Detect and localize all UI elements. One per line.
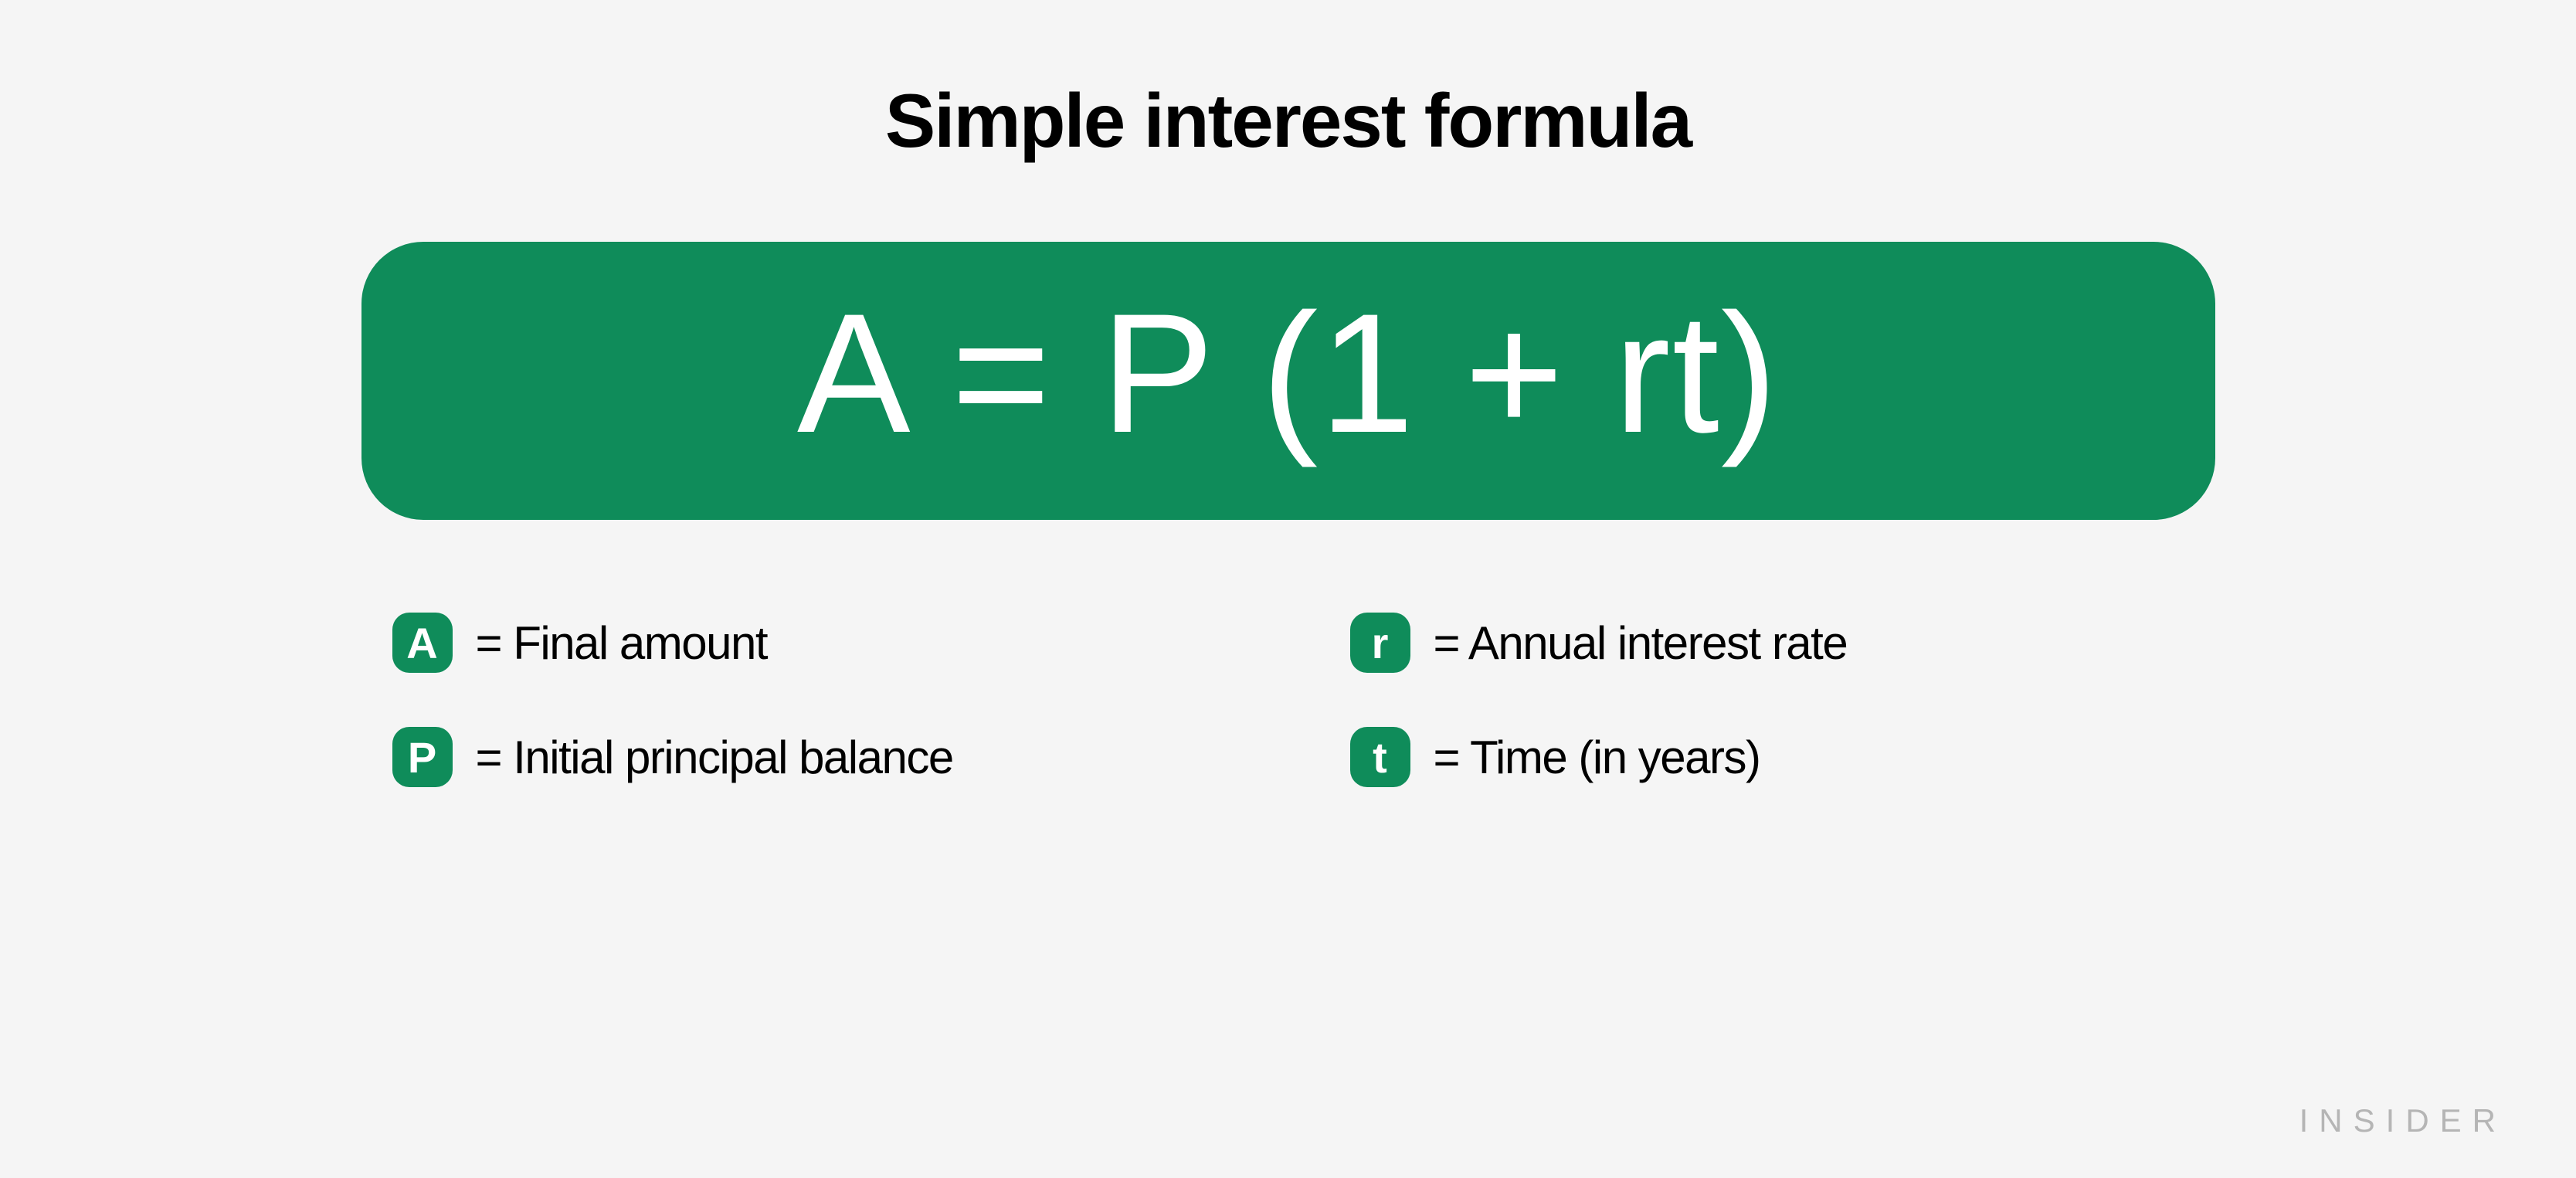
legend-grid: A = Final amount r = Annual interest rat… <box>361 613 2215 787</box>
legend-badge: r <box>1350 613 1410 673</box>
legend-item-a: A = Final amount <box>392 613 1227 673</box>
watermark: INSIDER <box>2299 1102 2506 1139</box>
legend-item-p: P = Initial principal balance <box>392 727 1227 787</box>
formula-box: A = P (1 + rt) <box>361 242 2215 520</box>
legend-badge: P <box>392 727 453 787</box>
legend-badge: A <box>392 613 453 673</box>
legend-item-r: r = Annual interest rate <box>1350 613 2184 673</box>
legend-label: = Initial principal balance <box>476 731 953 784</box>
legend-label: = Final amount <box>476 616 768 670</box>
page-title: Simple interest formula <box>885 77 1691 165</box>
legend-item-t: t = Time (in years) <box>1350 727 2184 787</box>
legend-label: = Time (in years) <box>1434 731 1760 784</box>
legend-label: = Annual interest rate <box>1434 616 1848 670</box>
legend-badge: t <box>1350 727 1410 787</box>
